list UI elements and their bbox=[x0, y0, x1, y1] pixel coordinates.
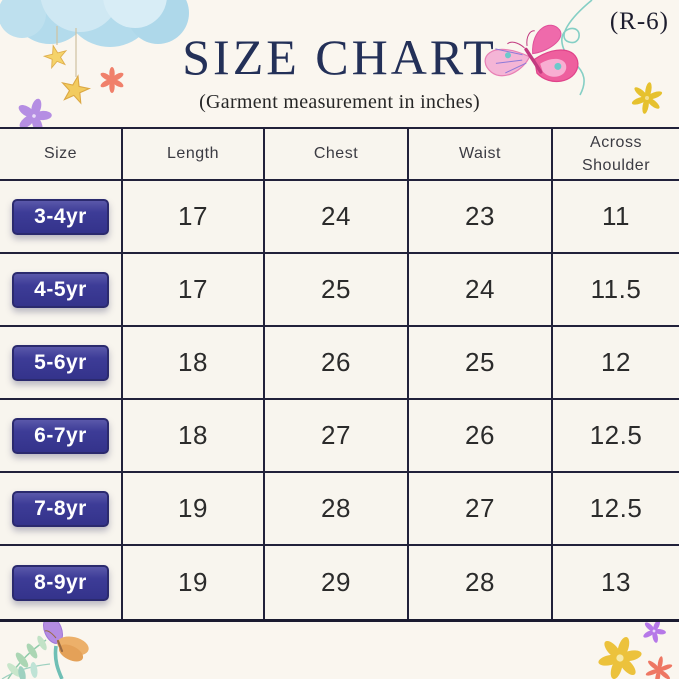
size-cell: 3-4yr bbox=[0, 181, 121, 252]
table-row: 4-5yr 17 25 24 11.5 bbox=[0, 254, 679, 327]
table-row: 5-6yr 18 26 25 12 bbox=[0, 327, 679, 400]
size-badge: 4-5yr bbox=[12, 271, 109, 308]
chest-cell: 28 bbox=[263, 473, 407, 544]
across-shoulder-cell: 12 bbox=[551, 327, 679, 398]
size-chart-header: SIZE CHART (Garment measurement in inche… bbox=[0, 32, 679, 114]
page-title: SIZE CHART bbox=[182, 29, 497, 85]
chest-cell: 27 bbox=[263, 400, 407, 471]
chest-cell: 25 bbox=[263, 254, 407, 325]
bottom-left-decoration bbox=[1, 616, 89, 679]
leaves-icon bbox=[1, 635, 64, 679]
across-shoulder-cell: 13 bbox=[551, 546, 679, 619]
length-cell: 19 bbox=[121, 546, 263, 619]
length-cell: 18 bbox=[121, 327, 263, 398]
table-row: 3-4yr 17 24 23 11 bbox=[0, 181, 679, 254]
size-cell: 7-8yr bbox=[0, 473, 121, 544]
waist-cell: 26 bbox=[407, 400, 551, 471]
column-header-length: Length bbox=[121, 129, 263, 179]
across-shoulder-cell: 12.5 bbox=[551, 473, 679, 544]
size-badge: 3-4yr bbox=[12, 198, 109, 235]
size-cell: 4-5yr bbox=[0, 254, 121, 325]
across-shoulder-cell: 11 bbox=[551, 181, 679, 252]
chest-cell: 26 bbox=[263, 327, 407, 398]
size-cell: 5-6yr bbox=[0, 327, 121, 398]
bottom-right-decoration bbox=[598, 620, 673, 679]
column-header-waist: Waist bbox=[407, 129, 551, 179]
size-badge: 5-6yr bbox=[12, 344, 109, 381]
table-row: 7-8yr 19 28 27 12.5 bbox=[0, 473, 679, 546]
page-subtitle: (Garment measurement in inches) bbox=[199, 91, 480, 113]
waist-cell: 28 bbox=[407, 546, 551, 619]
coral-flower-icon bbox=[645, 656, 673, 679]
waist-cell: 25 bbox=[407, 327, 551, 398]
waist-cell: 27 bbox=[407, 473, 551, 544]
waist-cell: 24 bbox=[407, 254, 551, 325]
across-shoulder-cell: 12.5 bbox=[551, 400, 679, 471]
yellow-flower-icon bbox=[598, 636, 642, 679]
corner-tag: (R-6) bbox=[609, 8, 669, 35]
waist-cell: 23 bbox=[407, 181, 551, 252]
length-cell: 17 bbox=[121, 254, 263, 325]
size-table: Size Length Chest Waist Across Shoulder … bbox=[0, 127, 679, 622]
length-cell: 18 bbox=[121, 400, 263, 471]
size-badge: 8-9yr bbox=[12, 564, 109, 601]
chest-cell: 29 bbox=[263, 546, 407, 619]
table-row: 6-7yr 18 27 26 12.5 bbox=[0, 400, 679, 473]
table-row: 8-9yr 19 29 28 13 bbox=[0, 546, 679, 619]
length-cell: 19 bbox=[121, 473, 263, 544]
column-header-across-shoulder: Across Shoulder bbox=[551, 129, 679, 179]
across-shoulder-cell: 11.5 bbox=[551, 254, 679, 325]
chest-cell: 24 bbox=[263, 181, 407, 252]
size-badge: 6-7yr bbox=[12, 417, 109, 454]
column-header-size: Size bbox=[43, 145, 78, 163]
size-badge: 7-8yr bbox=[12, 490, 109, 527]
column-header-chest: Chest bbox=[263, 129, 407, 179]
size-cell: 6-7yr bbox=[0, 400, 121, 471]
table-header-row: Size Length Chest Waist Across Shoulder bbox=[0, 129, 679, 181]
size-cell: 8-9yr bbox=[0, 546, 121, 619]
length-cell: 17 bbox=[121, 181, 263, 252]
